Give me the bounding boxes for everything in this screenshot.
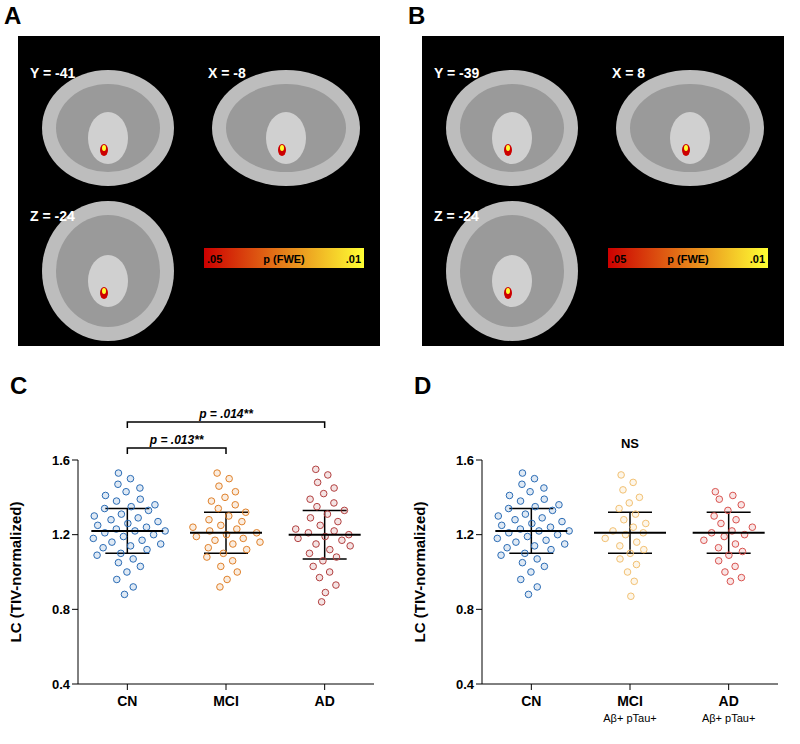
svg-text:0.8: 0.8 bbox=[52, 602, 70, 617]
svg-text:p = .013**: p = .013** bbox=[149, 433, 205, 447]
svg-text:0.4: 0.4 bbox=[52, 677, 71, 692]
svg-text:0.8: 0.8 bbox=[456, 602, 474, 617]
svg-text:Y = -39: Y = -39 bbox=[434, 65, 479, 81]
svg-text:NS: NS bbox=[621, 436, 639, 451]
svg-text:CN: CN bbox=[117, 693, 137, 709]
svg-text:Aβ+ pTau+: Aβ+ pTau+ bbox=[702, 712, 755, 724]
svg-text:AD: AD bbox=[719, 693, 739, 709]
svg-text:p (FWE): p (FWE) bbox=[667, 253, 709, 265]
svg-text:X = 8: X = 8 bbox=[612, 65, 645, 81]
svg-text:1.6: 1.6 bbox=[456, 453, 474, 468]
html-text:B: B bbox=[408, 2, 426, 29]
svg-text:MCI: MCI bbox=[617, 693, 643, 709]
svg-text:.01: .01 bbox=[750, 253, 765, 265]
svg-text:.05: .05 bbox=[611, 253, 626, 265]
svg-text:Z = -24: Z = -24 bbox=[30, 208, 75, 224]
svg-text:Y = -41: Y = -41 bbox=[30, 65, 75, 81]
svg-text:Z = -24: Z = -24 bbox=[434, 208, 479, 224]
html-text:D: D bbox=[414, 372, 432, 399]
html-text:A: A bbox=[4, 2, 22, 29]
svg-text:p = .014**: p = .014** bbox=[198, 407, 254, 421]
svg-text:Aβ+ pTau+: Aβ+ pTau+ bbox=[603, 712, 656, 724]
svg-text:1.2: 1.2 bbox=[456, 527, 474, 542]
svg-text:1.2: 1.2 bbox=[52, 527, 70, 542]
svg-text:LC (TIV-normalized): LC (TIV-normalized) bbox=[7, 502, 24, 643]
svg-text:X = -8: X = -8 bbox=[208, 65, 246, 81]
svg-text:CN: CN bbox=[521, 693, 541, 709]
svg-text:0.4: 0.4 bbox=[456, 677, 475, 692]
html-text:C: C bbox=[10, 372, 28, 399]
svg-text:.01: .01 bbox=[346, 253, 361, 265]
svg-text:p (FWE): p (FWE) bbox=[263, 253, 305, 265]
svg-text:AD: AD bbox=[315, 693, 335, 709]
svg-text:LC (TIV-normalized): LC (TIV-normalized) bbox=[411, 502, 428, 643]
svg-text:MCI: MCI bbox=[213, 693, 239, 709]
svg-text:.05: .05 bbox=[207, 253, 222, 265]
svg-text:1.6: 1.6 bbox=[52, 453, 70, 468]
